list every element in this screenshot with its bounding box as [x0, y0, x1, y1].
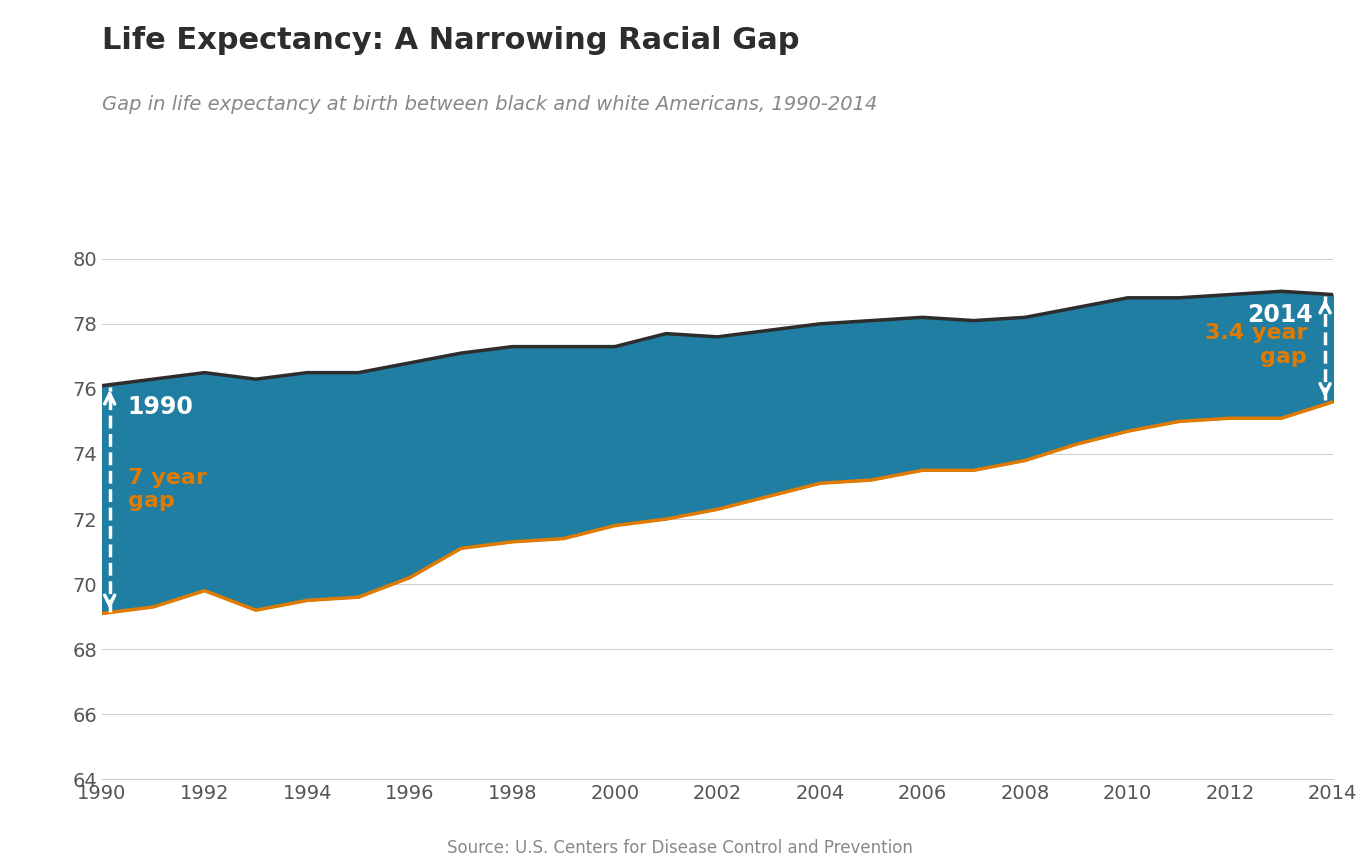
Text: 3.4 year
gap: 3.4 year gap: [1205, 323, 1307, 366]
Text: Life Expectancy: A Narrowing Racial Gap: Life Expectancy: A Narrowing Racial Gap: [102, 26, 800, 55]
Text: Source: U.S. Centers for Disease Control and Prevention: Source: U.S. Centers for Disease Control…: [447, 839, 913, 857]
Text: 1990: 1990: [128, 396, 193, 419]
Text: 2014: 2014: [1247, 303, 1312, 326]
Text: Gap in life expectancy at birth between black and white Americans, 1990-2014: Gap in life expectancy at birth between …: [102, 95, 877, 114]
Text: 7 year
gap: 7 year gap: [128, 469, 207, 512]
